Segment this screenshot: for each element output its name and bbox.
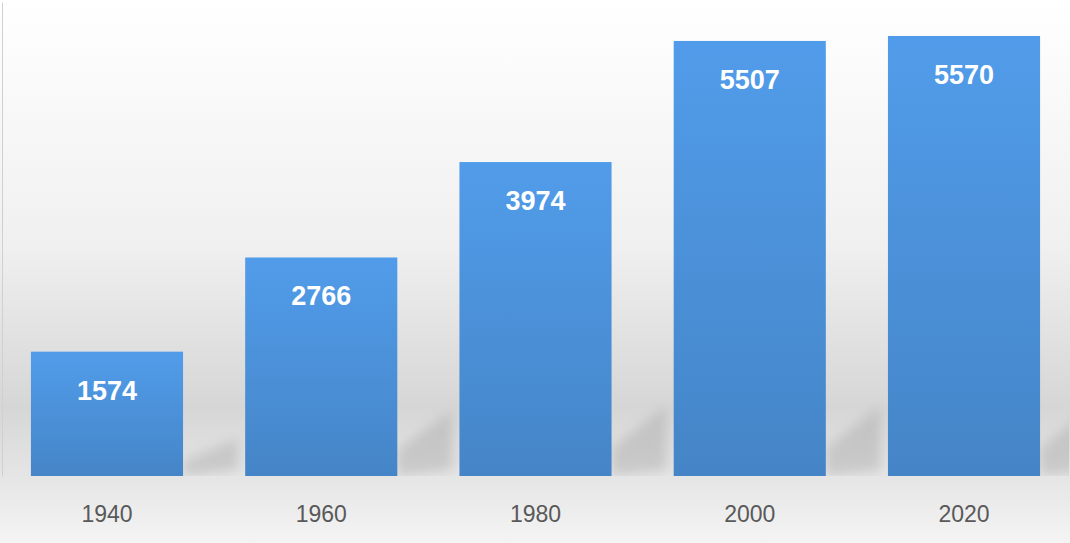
x-tick-label: 2000 bbox=[724, 501, 775, 527]
bar-shadow bbox=[826, 406, 881, 476]
data-label: 3974 bbox=[505, 186, 565, 216]
bar-shadow bbox=[397, 410, 452, 476]
y-axis bbox=[2, 3, 3, 477]
x-tick: 1980 bbox=[510, 501, 561, 527]
data-label: 1574 bbox=[77, 376, 137, 406]
background bbox=[0, 0, 1070, 543]
data-label: 2766 bbox=[291, 281, 351, 311]
bars bbox=[31, 36, 1069, 476]
x-tick-label: 2020 bbox=[938, 501, 989, 527]
bar bbox=[888, 36, 1040, 476]
bar-shadow bbox=[183, 439, 238, 476]
data-label: 5570 bbox=[934, 60, 994, 90]
x-tick-label: 1940 bbox=[81, 501, 132, 527]
x-axis: 1940 1960 1980 2000 2020 bbox=[81, 501, 989, 527]
bar bbox=[459, 162, 611, 476]
bar-shadow bbox=[1040, 406, 1069, 476]
bar bbox=[674, 41, 826, 476]
bar bbox=[31, 352, 183, 476]
y-axis-line bbox=[2, 3, 3, 477]
x-tick-label: 1980 bbox=[510, 501, 561, 527]
bar-shadow bbox=[612, 406, 667, 476]
data-label: 5507 bbox=[720, 65, 780, 95]
x-tick: 2000 bbox=[724, 501, 775, 527]
chart: 1940 1960 1980 2000 2020 1574 2766 3974 5507 5570 bbox=[0, 0, 1070, 543]
x-tick-label: 1960 bbox=[296, 501, 347, 527]
plot: 1940 1960 1980 2000 2020 1574 2766 3974 5507 5570 bbox=[3, 3, 1070, 528]
x-tick: 1940 bbox=[81, 501, 132, 527]
x-tick: 2020 bbox=[938, 501, 989, 527]
data-labels: 1574 2766 3974 5507 5570 bbox=[77, 60, 994, 406]
x-tick: 1960 bbox=[296, 501, 347, 527]
bar bbox=[245, 257, 397, 476]
